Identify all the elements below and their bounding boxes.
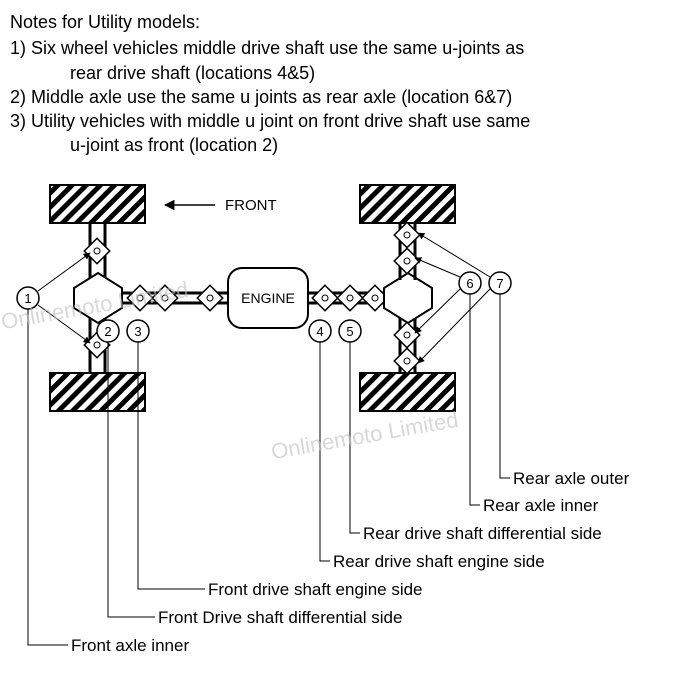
front-differential [74, 273, 122, 323]
label-rear-drive-shaft-engine: Rear drive shaft engine side [333, 552, 545, 572]
drivetrain-diagram: Onlinemoto Limited Onlinemoto Limited [10, 173, 690, 693]
svg-text:3: 3 [134, 324, 141, 339]
notes-header: Notes for Utility models: [10, 10, 690, 34]
note-2: 2) Middle axle use the same u joints as … [10, 85, 690, 109]
note-3-sub: u-joint as front (location 2) [10, 133, 690, 157]
tire-rear-right [360, 373, 455, 411]
ujoint-icon [312, 285, 337, 310]
svg-text:1: 1 [24, 291, 31, 306]
callout-circle-6: 6 [459, 272, 481, 294]
tire-rear-left [360, 185, 455, 223]
callout-circle-1: 1 [17, 287, 39, 309]
note-1-sub: rear drive shaft (locations 4&5) [10, 61, 690, 85]
svg-text:2: 2 [104, 324, 111, 339]
label-rear-axle-outer: Rear axle outer [513, 469, 629, 489]
front-label: FRONT [225, 197, 277, 214]
label-front-drive-shaft-engine: Front drive shaft engine side [208, 580, 423, 600]
label-rear-drive-shaft-diff: Rear drive shaft differential side [363, 524, 602, 544]
ujoint-icon [197, 285, 222, 310]
callout-circle-7: 7 [489, 272, 511, 294]
tire-front-left [50, 185, 145, 223]
svg-text:7: 7 [496, 276, 503, 291]
label-rear-axle-inner: Rear axle inner [483, 496, 598, 516]
svg-text:4: 4 [316, 324, 323, 339]
engine-label: ENGINE [241, 290, 295, 306]
note-1: 1) Six wheel vehicles middle drive shaft… [10, 36, 690, 60]
svg-text:5: 5 [346, 324, 353, 339]
callout-circle-3: 3 [127, 320, 149, 342]
callout-circle-4: 4 [309, 320, 331, 342]
rear-differential [384, 273, 432, 323]
tire-front-right [50, 373, 145, 411]
ujoint-icon [127, 285, 152, 310]
label-front-drive-shaft-diff: Front Drive shaft differential side [158, 608, 402, 628]
ujoint-icon [152, 285, 177, 310]
ujoint-icon [337, 285, 362, 310]
label-front-axle-inner: Front axle inner [71, 636, 189, 656]
svg-text:6: 6 [466, 276, 473, 291]
callout-circle-2: 2 [97, 320, 119, 342]
callout-circle-5: 5 [339, 320, 361, 342]
notes-block: Notes for Utility models: 1) Six wheel v… [10, 10, 690, 158]
note-3: 3) Utility vehicles with middle u joint … [10, 109, 690, 133]
